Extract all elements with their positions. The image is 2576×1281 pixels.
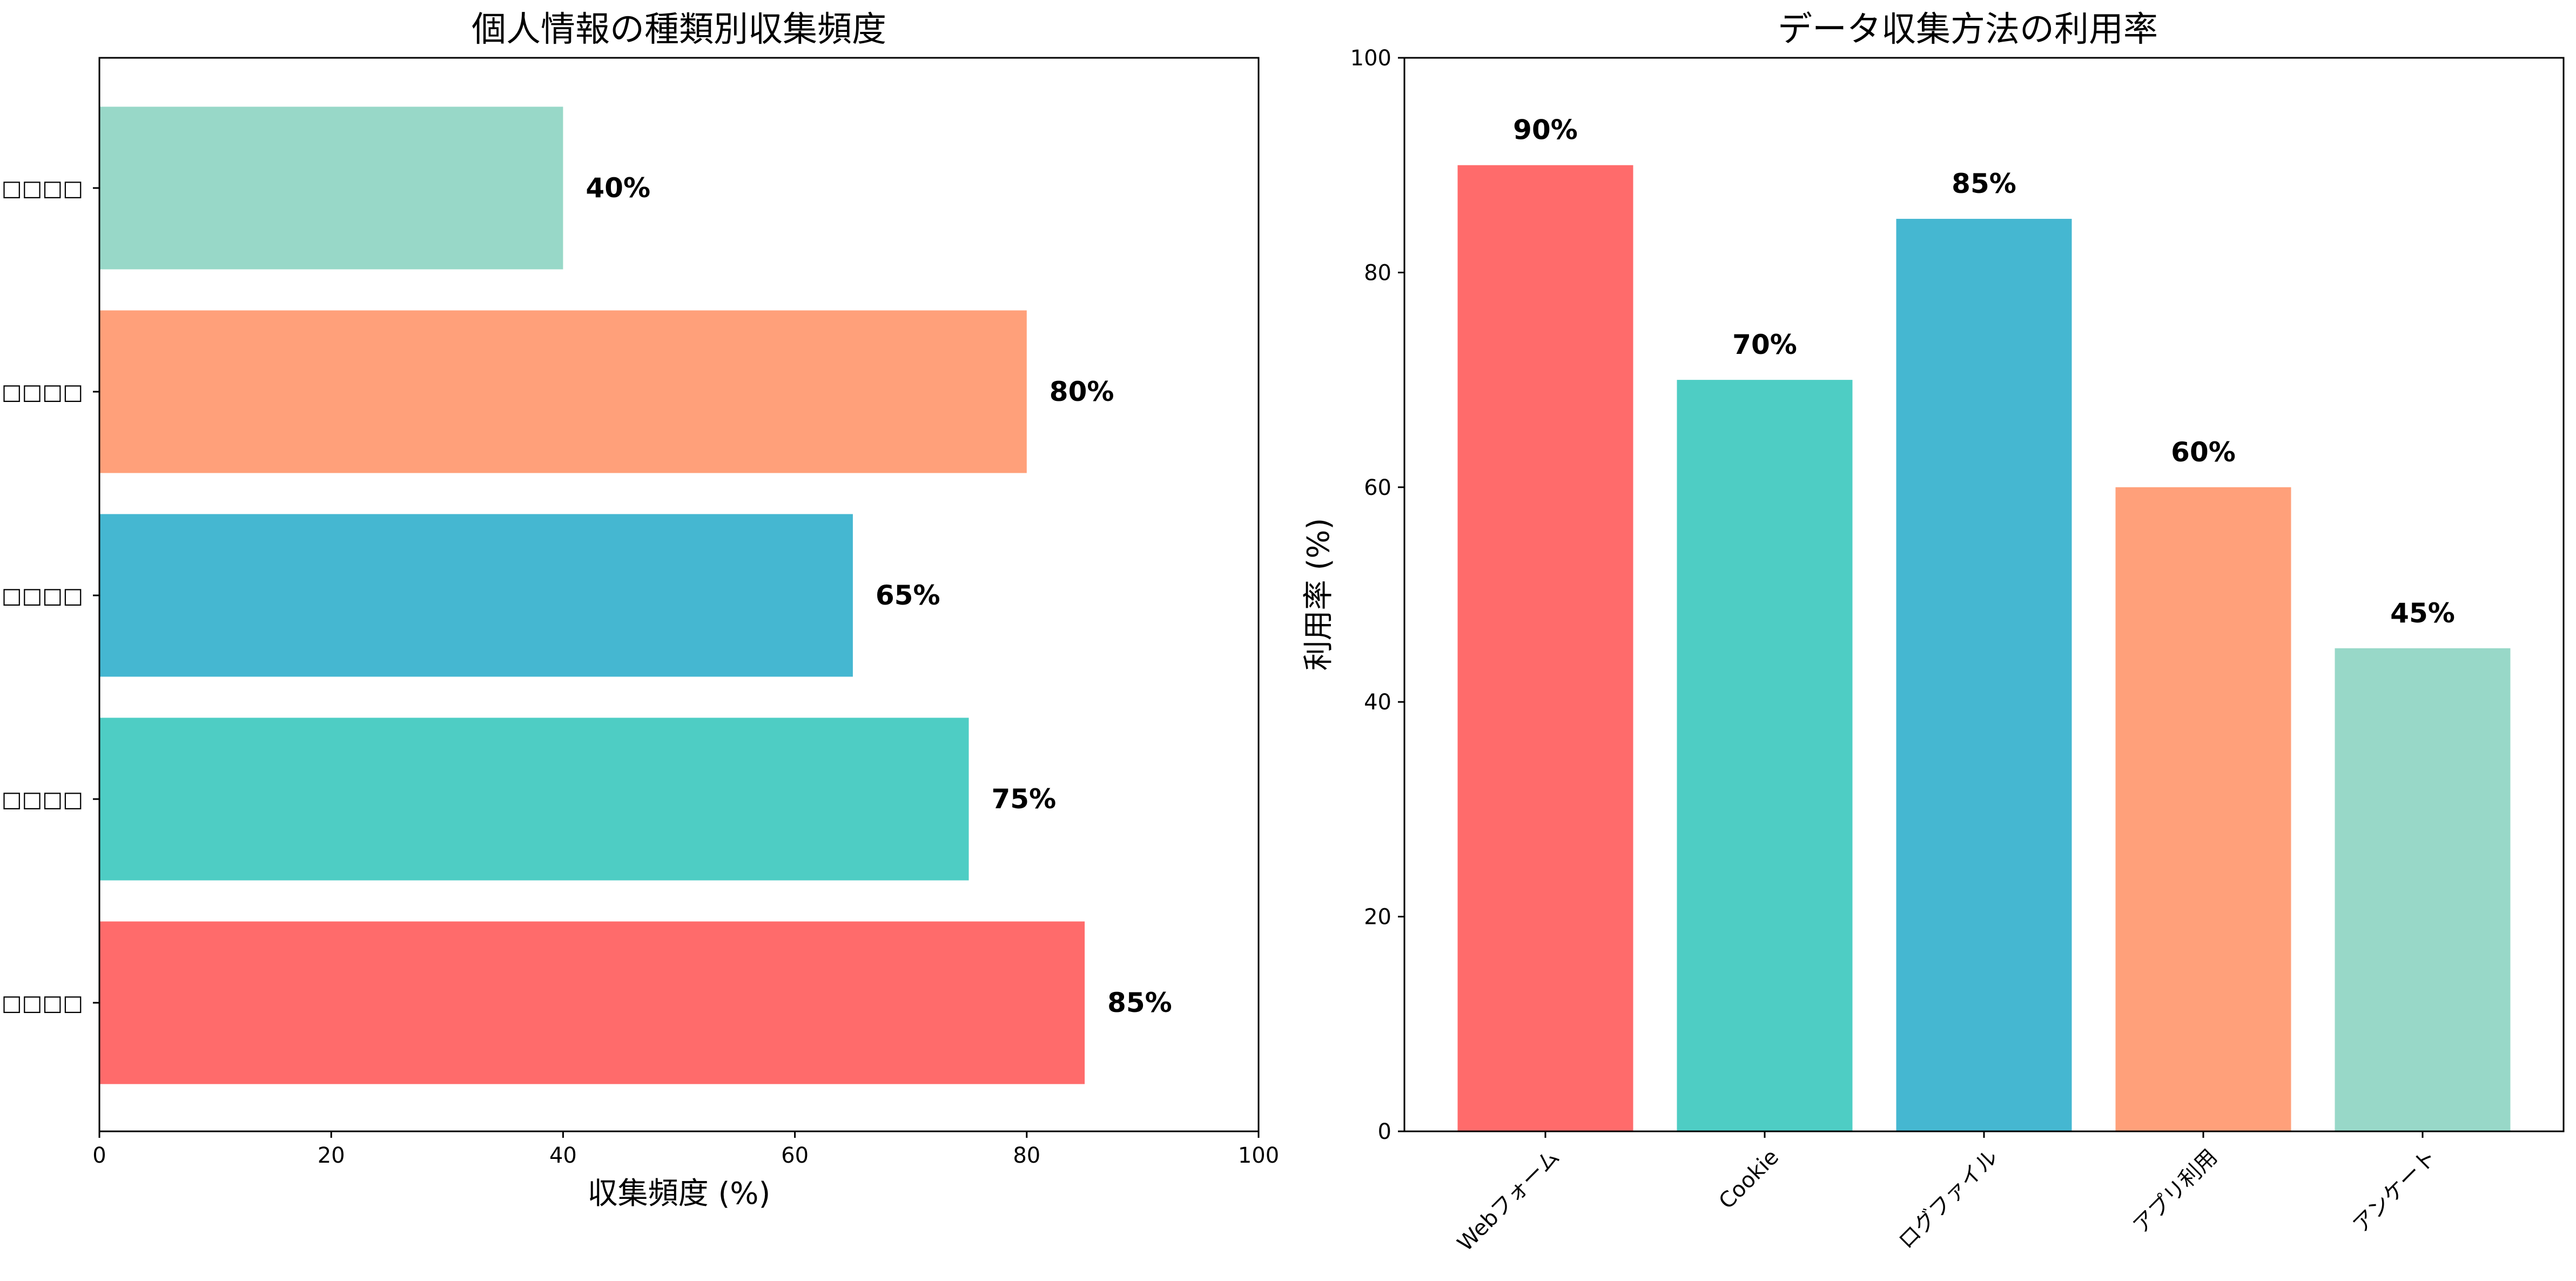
y-tick-label: □□□□ — [2, 991, 83, 1016]
y-tick-label: 40 — [1364, 690, 1391, 715]
chart-collection-method-usage: データ収集方法の利用率 90% 70% 85% 60% 45% 0 20 40 60 80 100… — [1301, 10, 2565, 1256]
y-tick-label: □□□□ — [2, 176, 83, 201]
bar-value-label: 80% — [1050, 376, 1114, 407]
x-tick-label: アプリ利用 — [2128, 1145, 2222, 1239]
bar-value-label: 45% — [2390, 598, 2455, 629]
x-tick-label: 0 — [92, 1143, 106, 1168]
bar — [99, 310, 1027, 473]
bar-value-label: 90% — [1513, 115, 1578, 146]
chart-title: データ収集方法の利用率 — [1778, 10, 2158, 50]
x-tick-label: 100 — [1238, 1143, 1279, 1168]
bar — [1677, 380, 1853, 1131]
bar-value-label: 60% — [2171, 437, 2236, 468]
bar — [1457, 165, 1633, 1132]
bar — [99, 921, 1085, 1084]
y-tick-label: □□□□□ — [0, 787, 83, 812]
bar — [1896, 219, 2072, 1131]
bar — [2115, 487, 2291, 1131]
bar-value-label: 40% — [586, 172, 650, 204]
x-axis-label: 収集頻度 (%) — [588, 1176, 771, 1211]
bar-value-label: 75% — [992, 783, 1057, 815]
bar-value-label: 65% — [876, 580, 940, 611]
y-tick-label: 20 — [1364, 905, 1391, 930]
x-tick-label: アンケート — [2348, 1145, 2442, 1238]
y-axis-label: 利用率 (%) — [1301, 518, 1336, 671]
bar — [99, 717, 969, 881]
x-tick-label: Cookie — [1714, 1145, 1784, 1215]
y-tick-label: 0 — [1378, 1119, 1391, 1144]
y-tick-label: 100 — [1350, 46, 1391, 71]
x-tick-label: ログファイル — [1894, 1145, 2003, 1254]
x-tick-label: 40 — [549, 1143, 577, 1168]
y-tick-label: 80 — [1364, 260, 1391, 285]
chart-title: 個人情報の種類別収集頻度 — [472, 10, 886, 50]
bar-value-label: 70% — [1732, 329, 1797, 360]
bar — [99, 514, 853, 677]
x-tick-label: 60 — [781, 1143, 809, 1168]
bar — [2335, 648, 2511, 1131]
y-tick-label: □□□□ — [2, 380, 83, 405]
x-tick-label: Webフォーム — [1453, 1145, 1564, 1256]
bar-value-label: 85% — [1952, 168, 2016, 199]
y-tick-label: 60 — [1364, 475, 1391, 500]
x-tick-label: 20 — [318, 1143, 345, 1168]
x-tick-label: 80 — [1013, 1143, 1040, 1168]
y-tick-label: □□□□ — [2, 584, 83, 608]
bar — [99, 106, 563, 270]
chart-frequency-by-info-type: 個人情報の種類別収集頻度 85% 75% 65% 80% 40% 0 20 40 60 80 10… — [0, 10, 1279, 1211]
bar-value-label: 85% — [1107, 987, 1172, 1018]
